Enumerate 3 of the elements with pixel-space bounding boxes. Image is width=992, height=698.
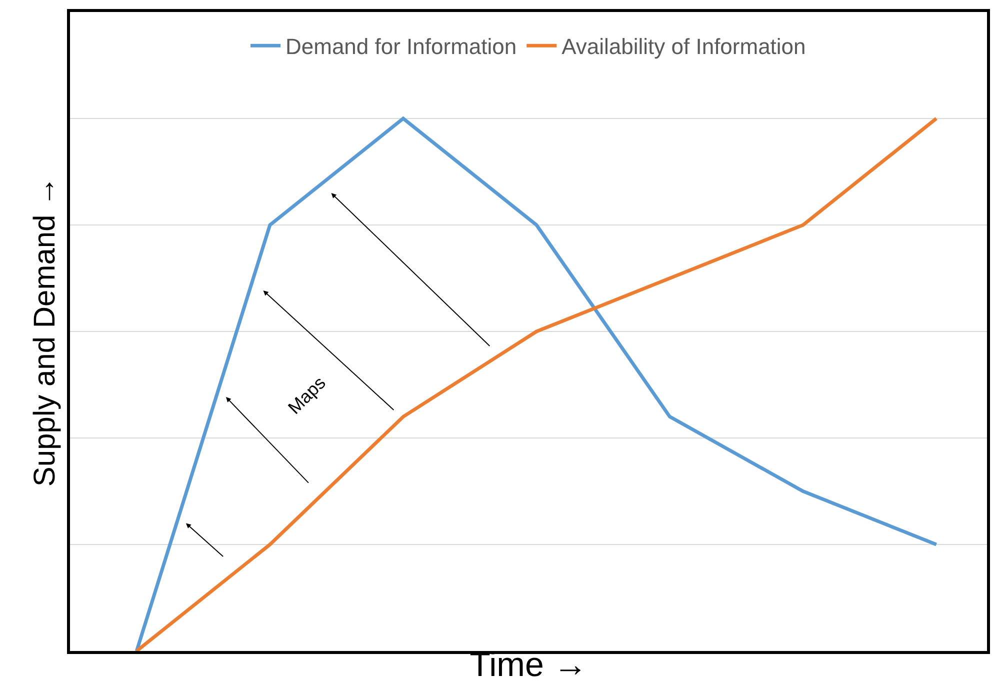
legend-label: Demand for Information: [286, 34, 517, 60]
legend-label: Availability of Information: [562, 34, 806, 60]
y-axis-title: Supply and Demand →: [28, 176, 62, 487]
